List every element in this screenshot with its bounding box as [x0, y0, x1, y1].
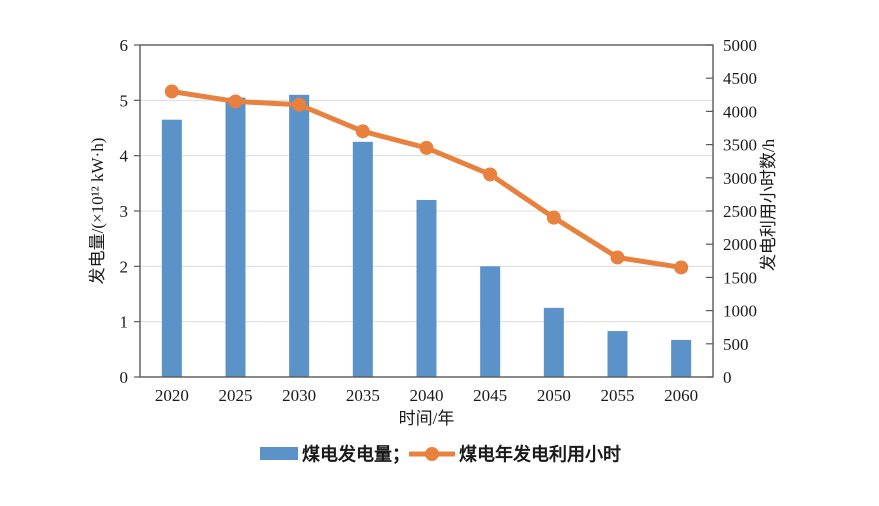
right-tick-label-2000: 2000 [723, 235, 757, 254]
x-tick-label-2050: 2050 [537, 386, 571, 405]
right-tick-label-1000: 1000 [723, 302, 757, 321]
x-axis-title: 时间/年 [399, 409, 455, 428]
bar-2035 [352, 141, 373, 377]
x-tick-label-2040: 2040 [410, 386, 444, 405]
line-marker-2055 [610, 250, 625, 265]
right-tick-label-3500: 3500 [723, 136, 757, 155]
line-marker-2040 [419, 140, 434, 155]
legend-line-label: 煤电年发电利用小时 [459, 443, 621, 464]
left-tick-label-5: 5 [120, 91, 129, 110]
left-tick-label-2: 2 [120, 257, 129, 276]
bar-2040 [416, 199, 437, 377]
right-tick-label-1500: 1500 [723, 268, 757, 287]
line-marker-2050 [546, 210, 561, 225]
bar-2020 [161, 119, 182, 377]
bar-2050 [543, 307, 564, 377]
bar-2025 [225, 97, 246, 378]
line-marker-2030 [292, 97, 307, 112]
right-tick-label-5000: 5000 [723, 36, 757, 55]
line-marker-2045 [483, 167, 498, 182]
left-tick-label-3: 3 [120, 202, 129, 221]
bar-2030 [289, 94, 310, 378]
x-tick-label-2045: 2045 [473, 386, 507, 405]
right-tick-label-2500: 2500 [723, 202, 757, 221]
right-tick-label-4500: 4500 [723, 69, 757, 88]
bar-2055 [607, 331, 628, 377]
x-tick-label-2035: 2035 [346, 386, 380, 405]
right-tick-label-0: 0 [723, 368, 732, 387]
x-tick-label-2025: 2025 [219, 386, 253, 405]
x-tick-label-2060: 2060 [664, 386, 698, 405]
right-tick-label-3000: 3000 [723, 169, 757, 188]
line-marker-2020 [164, 84, 179, 99]
line-marker-2025 [228, 94, 243, 109]
legend-bar-label: 煤电发电量； [302, 443, 410, 464]
left-tick-label-1: 1 [120, 313, 129, 332]
right-tick-label-500: 500 [723, 335, 749, 354]
x-tick-label-2055: 2055 [601, 386, 635, 405]
left-tick-label-0: 0 [120, 368, 129, 387]
right-tick-label-4000: 4000 [723, 102, 757, 121]
left-tick-label-4: 4 [120, 147, 129, 166]
x-tick-label-2030: 2030 [282, 386, 316, 405]
line-marker-2060 [674, 260, 689, 275]
bar-2060 [671, 339, 692, 377]
left-axis-title: 发电量/(×10¹² kW·h) [88, 138, 107, 285]
right-axis-title: 发电利用小时数/h [759, 138, 778, 271]
left-tick-label-6: 6 [120, 36, 129, 55]
x-tick-label-2020: 2020 [155, 386, 189, 405]
line-marker-2035 [355, 124, 370, 139]
bar-2045 [480, 266, 501, 377]
legend-bar-swatch [260, 447, 298, 460]
legend-line-marker-icon [425, 447, 439, 461]
